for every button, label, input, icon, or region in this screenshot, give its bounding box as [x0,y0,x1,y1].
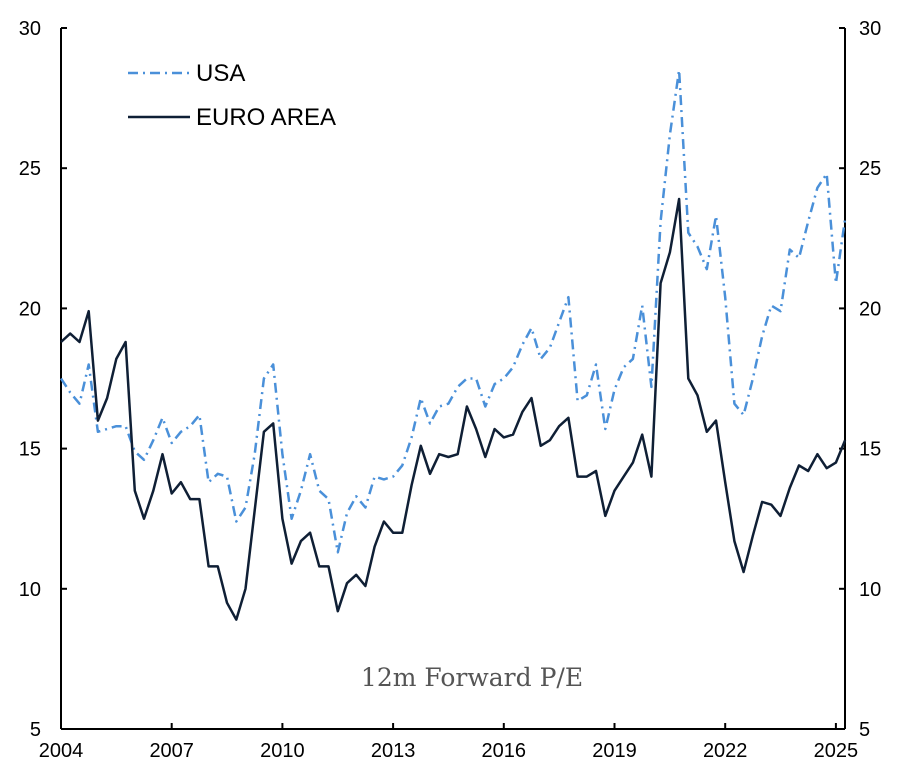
y-tick-label-left: 5 [30,719,41,741]
chart-annotation: 12m Forward P/E [361,663,583,692]
y-tick-label-left: 10 [19,579,41,601]
y-tick-label-right: 10 [859,579,881,601]
series-line-euro-area [60,197,847,621]
x-tick-label: 2004 [39,740,84,762]
y-tick-label-left: 20 [19,298,41,320]
y-tick-label-right: 5 [859,719,870,741]
x-tick-label: 2022 [703,740,748,762]
y-tick-label-left: 15 [19,439,41,461]
y-tick-label-right: 25 [859,158,881,180]
x-tick-label: 2016 [482,740,527,762]
x-tick-label: 2010 [260,740,305,762]
y-tick-label-left: 25 [19,158,41,180]
x-tick-label: 2007 [149,740,194,762]
y-tick-label-right: 20 [859,298,881,320]
y-tick-label-right: 15 [859,439,881,461]
x-tick-label: 2025 [814,740,859,762]
legend-label-euro-area: EURO AREA [196,104,336,131]
legend: USA EURO AREA [128,60,336,131]
y-tick-label-right: 30 [859,18,881,40]
x-tick-label: 2019 [592,740,637,762]
x-tick-label: 2013 [371,740,416,762]
series-lines [59,68,847,621]
y-tick-label-left: 30 [19,18,41,40]
legend-label-usa: USA [196,60,245,87]
series-line-usa [59,68,847,554]
